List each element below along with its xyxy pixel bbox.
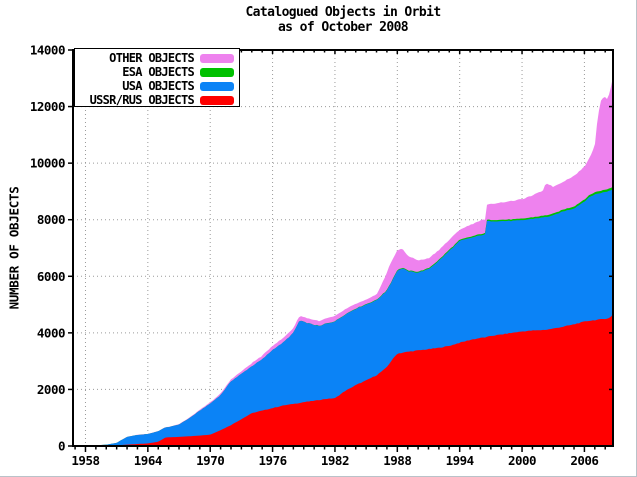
- legend-box: OTHER OBJECTS ESA OBJECTS USA OBJECTS USSR/…: [74, 48, 240, 107]
- y-tick-label: 12000: [30, 99, 65, 114]
- chart-title-block: Catalogued Objects in Orbit as of Octobe…: [73, 5, 613, 35]
- legend-label: ESA OBJECTS: [122, 65, 194, 79]
- chart-title: Catalogued Objects in Orbit: [245, 5, 441, 20]
- y-tick-label: 0: [58, 439, 65, 454]
- y-tick-label: 6000: [37, 269, 65, 284]
- x-tick-label: 1958: [71, 453, 99, 468]
- y-tick-label: 10000: [30, 156, 65, 171]
- legend-swatch-other: [200, 53, 234, 63]
- y-axis-label: NUMBER OF OBJECTS: [6, 186, 22, 310]
- y-tick-label: 2000: [37, 382, 65, 397]
- plot-frame: [72, 49, 614, 447]
- axis-tick-labels: 1958 1964 1970 1976 1982 1988 1994 2000 2006 0 200…: [30, 43, 599, 469]
- legend-swatch-esa: [200, 67, 234, 77]
- legend-entry-usa: USA OBJECTS: [77, 79, 234, 93]
- x-tick-label: 1988: [383, 453, 411, 468]
- legend-swatch-usa: [200, 81, 234, 91]
- x-tick-label: 2000: [508, 453, 536, 468]
- area-ussr_rus: [73, 314, 613, 446]
- legend-entry-esa: ESA OBJECTS: [77, 65, 234, 79]
- x-tick-label: 1982: [321, 453, 349, 468]
- y-tick-label: 4000: [37, 325, 65, 340]
- x-tick-label: 1976: [259, 453, 287, 468]
- x-tick-label: 1964: [134, 453, 162, 468]
- legend-swatch-ussr_rus: [200, 95, 234, 105]
- area-series: [73, 76, 613, 447]
- y-tick-label: 14000: [30, 43, 65, 58]
- legend-entry-ussr_rus: USSR/RUS OBJECTS: [77, 93, 234, 107]
- y-tick-label: 8000: [37, 212, 65, 227]
- x-tick-label: 2006: [570, 453, 598, 468]
- x-tick-label: 1970: [196, 453, 224, 468]
- chart-subtitle: as of October 2008: [277, 20, 409, 35]
- axis-ticks: [68, 49, 613, 452]
- legend-label: USSR/RUS OBJECTS: [89, 93, 195, 107]
- legend-entry-other: OTHER OBJECTS: [77, 51, 234, 65]
- legend-label: OTHER OBJECTS: [109, 51, 195, 65]
- x-tick-label: 1994: [446, 453, 474, 468]
- legend-label: USA OBJECTS: [122, 79, 194, 93]
